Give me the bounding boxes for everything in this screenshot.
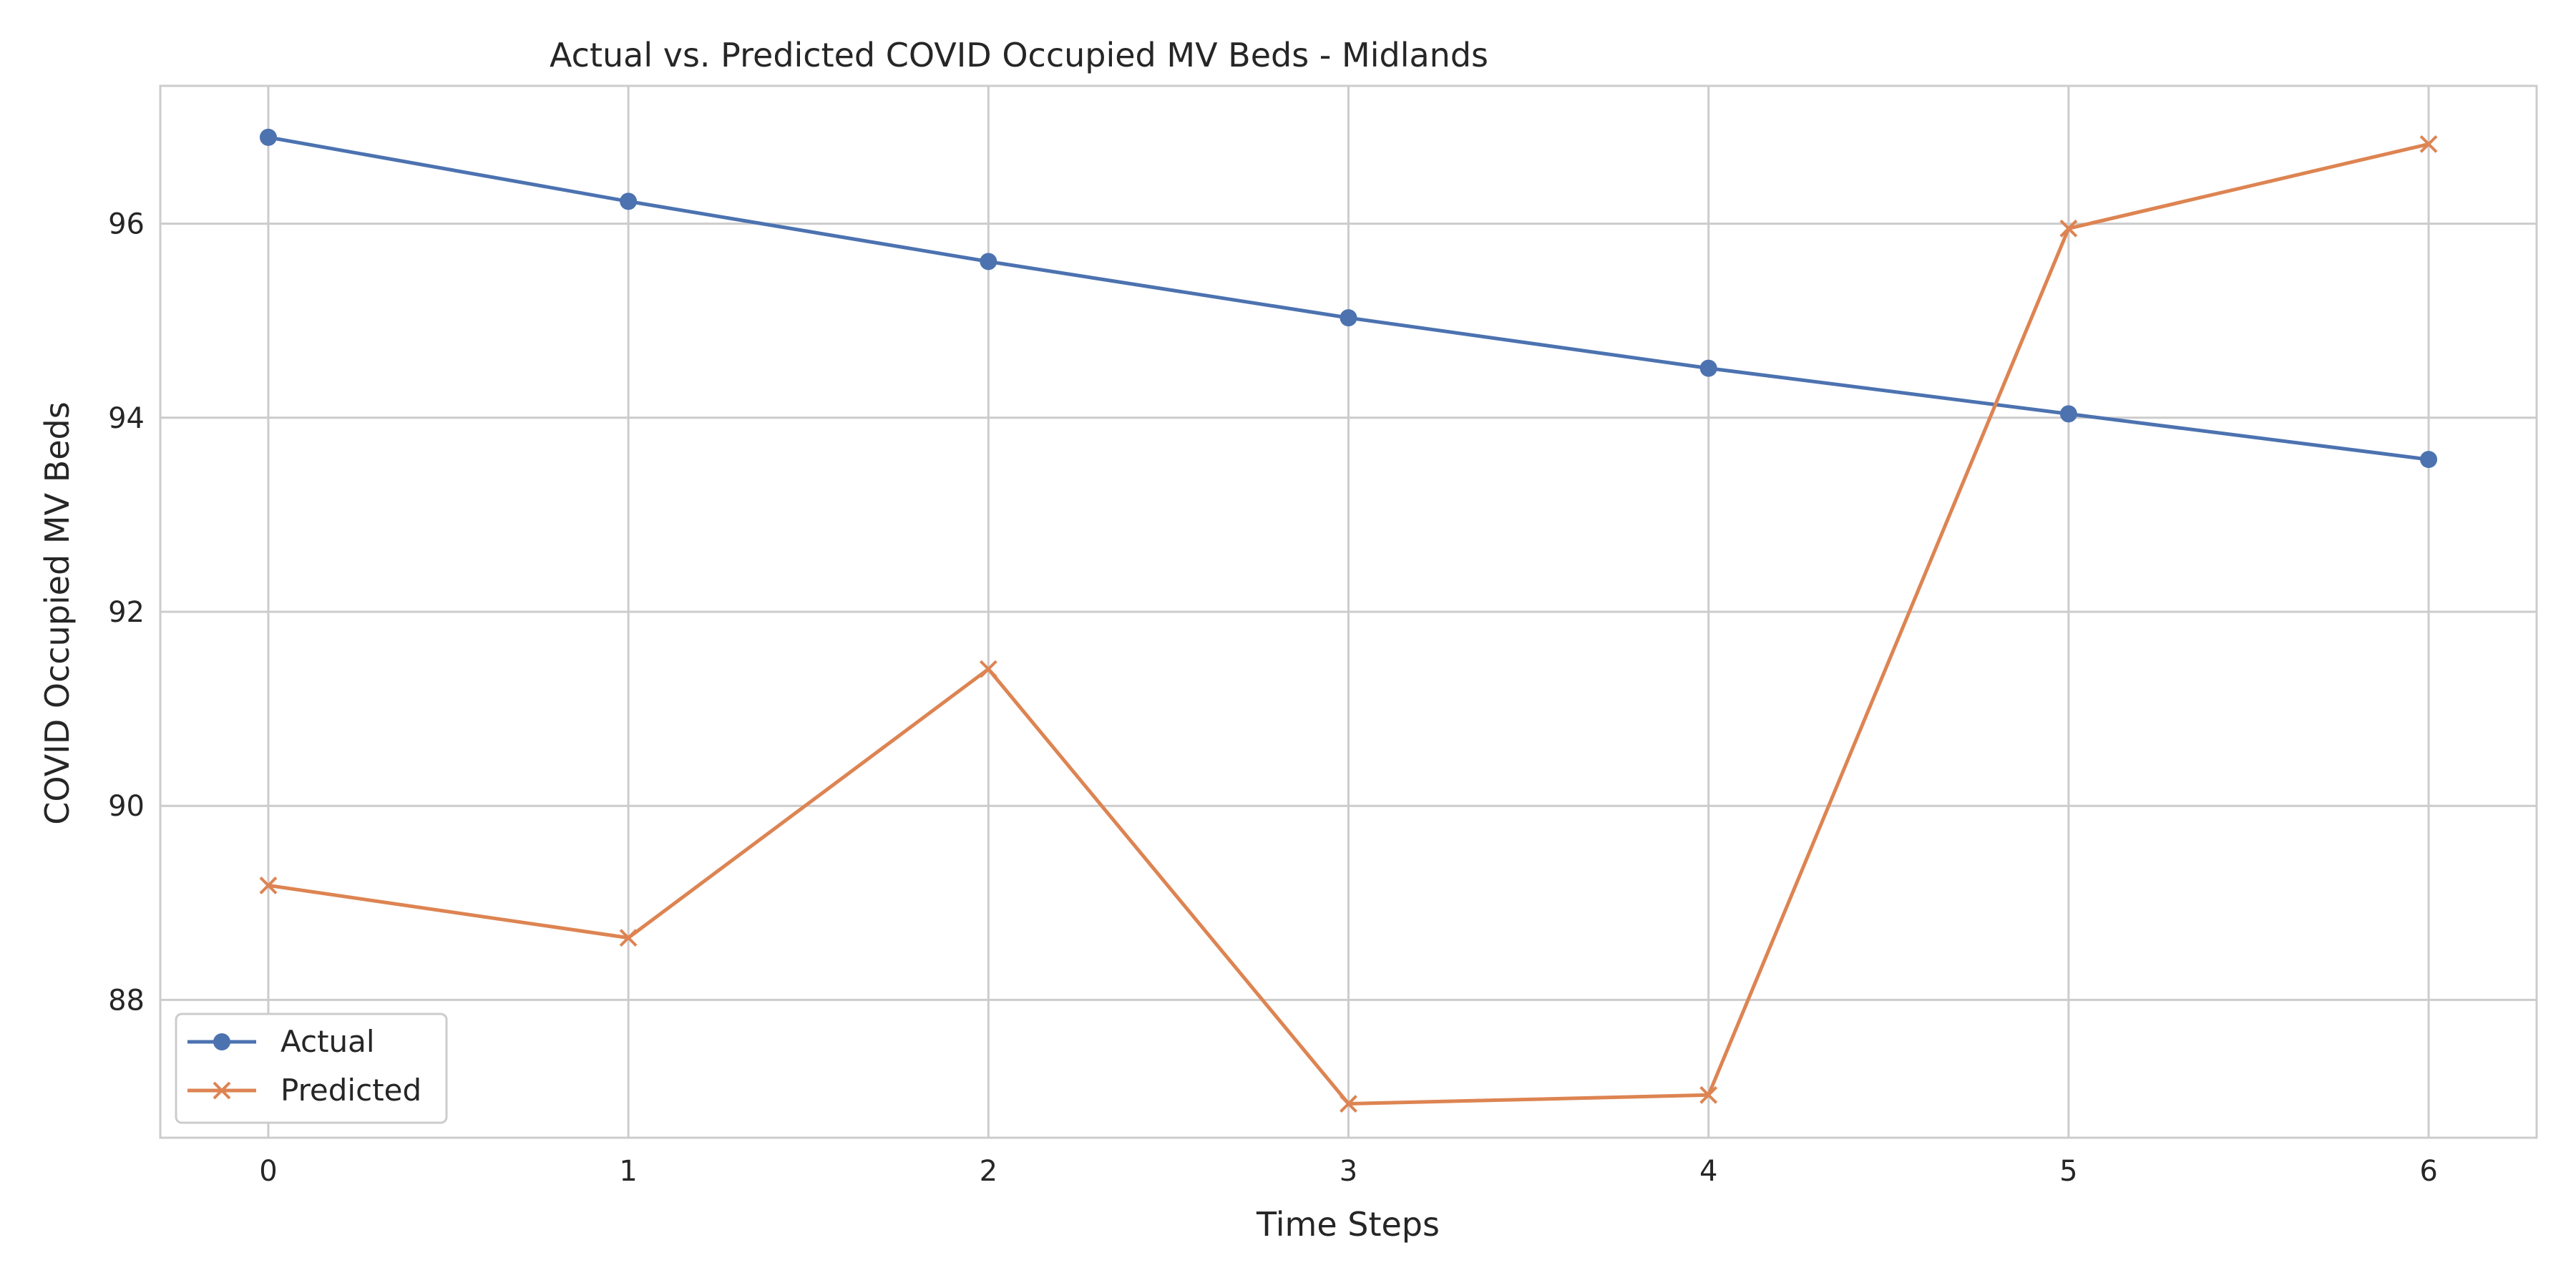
data-point-actual <box>1699 359 1717 377</box>
x-tick-label: 6 <box>2419 1155 2437 1188</box>
data-point-actual <box>1340 309 1357 327</box>
x-axis-ticks: 0 1 2 3 4 5 6 <box>259 1155 2438 1188</box>
data-point-predicted <box>2419 135 2438 153</box>
y-axis-label: COVID Occupied MV Beds <box>38 401 77 824</box>
data-point-actual <box>980 253 997 270</box>
plot-frame <box>159 84 2538 1139</box>
data-point-predicted <box>2059 219 2078 238</box>
y-tick-label: 92 <box>108 596 145 629</box>
legend-marker-actual <box>213 1033 230 1050</box>
data-point-predicted <box>259 877 278 894</box>
y-axis-ticks: 88 90 92 94 96 <box>108 208 145 1018</box>
x-tick-label: 0 <box>259 1155 277 1188</box>
data-point-predicted <box>1699 1085 1718 1104</box>
x-tick-label: 2 <box>980 1155 997 1188</box>
series-predicted <box>259 135 2438 1113</box>
data-point-actual <box>2059 405 2077 423</box>
data-point-predicted <box>619 929 638 947</box>
x-tick-label: 1 <box>619 1155 637 1188</box>
data-point-predicted <box>1340 1095 1357 1113</box>
data-point-predicted <box>979 660 997 678</box>
legend-marker-predicted <box>213 1081 231 1100</box>
y-tick-label: 94 <box>108 402 145 435</box>
x-tick-label: 3 <box>1340 1155 1357 1188</box>
series-layer <box>259 128 2438 1113</box>
data-point-actual <box>259 128 277 146</box>
legend-label-predicted: Predicted <box>280 1073 421 1108</box>
x-tick-label: 4 <box>1699 1155 1717 1188</box>
chart-title: Actual vs. Predicted COVID Occupied MV B… <box>550 36 1488 74</box>
y-tick-label: 90 <box>108 790 145 823</box>
series-actual <box>259 128 2438 469</box>
x-axis-label: Time Steps <box>1256 1205 1440 1244</box>
legend-label-actual: Actual <box>280 1024 375 1059</box>
y-tick-label: 88 <box>108 984 145 1017</box>
data-point-actual <box>620 192 638 210</box>
legend: Actual Predicted <box>175 1013 448 1124</box>
x-tick-label: 5 <box>2059 1155 2077 1188</box>
data-point-actual <box>2420 451 2438 469</box>
y-tick-label: 96 <box>108 208 145 241</box>
